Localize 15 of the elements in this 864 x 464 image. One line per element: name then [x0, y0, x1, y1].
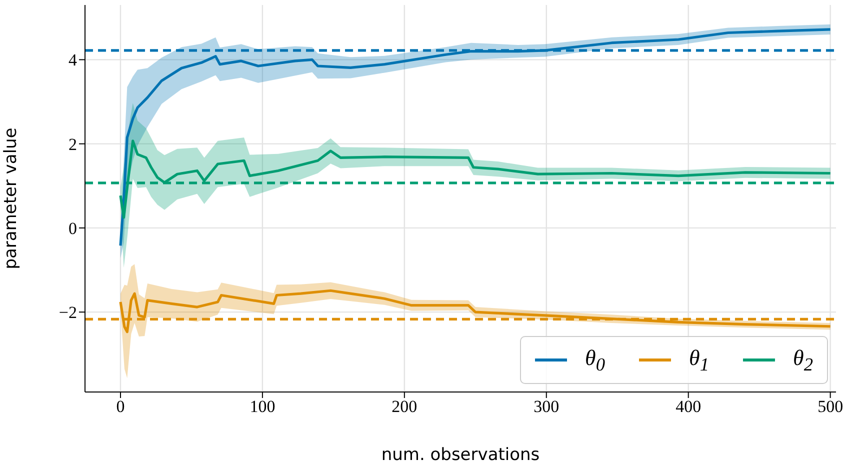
x-axis-title: num. observations — [381, 445, 540, 464]
legend-label: θ$_{1}$ — [689, 344, 710, 375]
y-axis-title: parameter value — [1, 128, 22, 270]
y-tick-label: −2 — [58, 303, 77, 322]
x-tick-label: 300 — [534, 397, 560, 416]
x-tick-label: 400 — [676, 397, 702, 416]
x-tick-label: 100 — [250, 397, 276, 416]
x-tick-label: 0 — [116, 397, 125, 416]
y-tick-label: 2 — [68, 134, 77, 154]
legend-label: θ$_{0}$ — [585, 344, 606, 375]
legend-label: θ$_{2}$ — [793, 344, 813, 375]
y-tick-label: 0 — [68, 218, 77, 238]
x-tick-label: 500 — [818, 397, 844, 416]
y-tick-label: 4 — [68, 50, 78, 70]
x-tick-label: 200 — [392, 397, 418, 416]
